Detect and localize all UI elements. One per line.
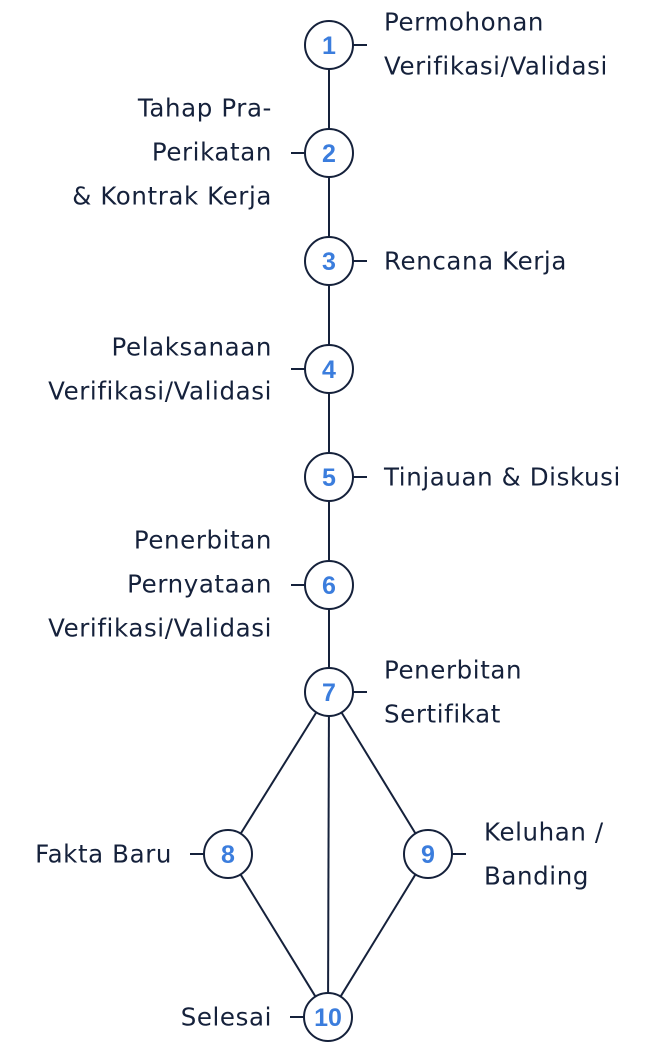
step-circle [304,667,354,717]
step-label-line: Permohonan [384,8,544,37]
step-label-line: Perikatan [152,138,272,167]
connector-9-10 [339,873,417,998]
step-label-line: Pernyataan [127,570,272,599]
step-7: 7 Penerbitan Sertifikat [304,656,522,729]
step-number: 6 [322,572,336,600]
step-label-line: Keluhan / [484,818,604,847]
step-10: 10 Selesai [181,992,353,1042]
diagram-nodes: 1 Permohonan Verifikasi/Validasi 2 Tahap Pra… [35,8,621,1042]
step-label-line: Penerbitan [384,656,522,685]
step-3: 3 Rencana Kerja [304,236,567,286]
step-label-line: Tahap Pra- [137,94,272,123]
step-circle [403,829,453,879]
step-2: 2 Tahap Pra- Perikatan & Kontrak Kerja [72,94,354,211]
step-number: 8 [221,841,235,869]
connector-7-8 [239,711,318,835]
step-number: 3 [322,248,336,276]
step-label-line: Verifikasi/Validasi [48,377,272,406]
step-label-line: Penerbitan [134,526,272,555]
step-circle [203,829,253,879]
step-8: 8 Fakta Baru [35,829,253,879]
step-label-line: Verifikasi/Validasi [384,52,608,81]
step-6: 6 Penerbitan Pernyataan Verifikasi/Validasi [48,526,354,643]
step-label-line: Sertifikat [384,700,501,729]
step-circle [304,236,354,286]
step-label-line: & Kontrak Kerja [72,182,272,211]
step-circle [304,452,354,502]
step-number: 10 [314,1004,342,1032]
connector-7-10 [327,715,330,994]
step-circle [304,20,354,70]
step-number: 5 [322,464,336,492]
step-circle [304,128,354,178]
connector-8-10 [239,873,317,998]
step-number: 4 [322,356,336,384]
step-9: 9 Keluhan / Banding [403,818,604,891]
step-label-line: Banding [484,862,589,891]
step-label-line: Tinjauan & Diskusi [383,463,621,492]
step-4: 4 Pelaksanaan Verifikasi/Validasi [48,333,354,406]
step-number: 1 [322,32,336,60]
step-circle [304,344,354,394]
step-1: 1 Permohonan Verifikasi/Validasi [304,8,608,81]
step-label-line: Selesai [181,1003,272,1032]
step-circle [304,560,354,610]
connector-7-9 [340,711,417,835]
step-5: 5 Tinjauan & Diskusi [304,452,621,502]
step-label-line: Rencana Kerja [384,247,567,276]
step-number: 7 [322,679,336,707]
step-label-line: Pelaksanaan [112,333,272,362]
step-label-line: Fakta Baru [35,840,172,869]
diagram-edges [239,69,417,998]
step-circle [303,992,353,1042]
step-number: 9 [421,841,435,869]
step-number: 2 [322,140,336,168]
step-label-line: Verifikasi/Validasi [48,614,272,643]
